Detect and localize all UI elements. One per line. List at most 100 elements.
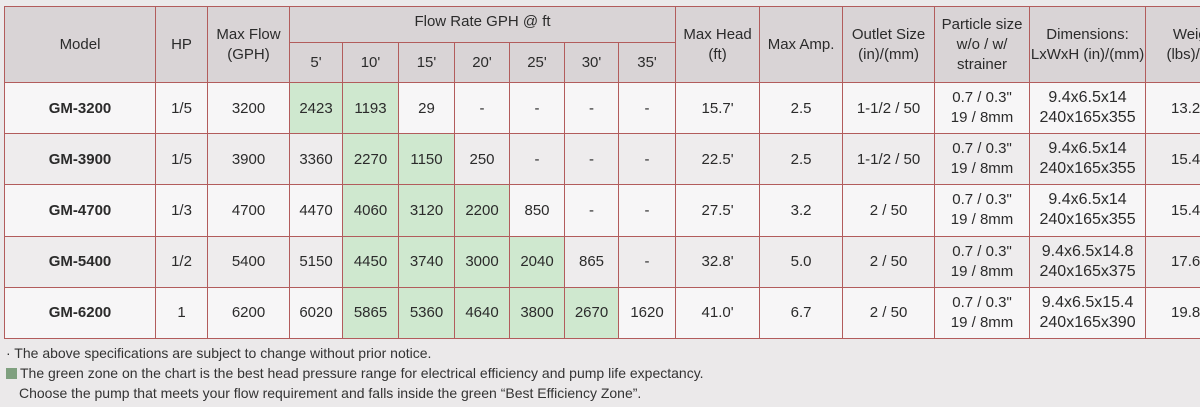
particle-line2: 19 / 8mm (950, 262, 1014, 280)
header-weight: Weight (lbs)/(kg) (1145, 6, 1200, 83)
particle-cell: 0.7 / 0.3" 19 / 8mm (934, 133, 1031, 186)
header-head-15: 15' (398, 42, 455, 83)
dimensions-line2: 240x165x355 (1039, 160, 1136, 178)
flow-cell: 3120 (398, 184, 455, 237)
header-head-20: 20' (454, 42, 510, 83)
notes-section: · The above specifications are subject t… (6, 343, 704, 403)
hp-cell: 1/3 (155, 184, 208, 237)
flow-cell: 6020 (289, 286, 343, 340)
dimensions-line2: 240x165x355 (1039, 211, 1136, 229)
header-particle-line2: w/o / w/ (956, 35, 1008, 53)
max-head-cell: 41.0' (675, 286, 761, 340)
particle-line2: 19 / 8mm (950, 160, 1014, 178)
dimensions-cell: 9.4x6.5x14.8 240x165x375 (1029, 235, 1147, 288)
flow-cell: 2670 (564, 286, 619, 340)
dimensions-line2: 240x165x355 (1039, 109, 1136, 127)
header-model: Model (4, 6, 156, 83)
header-dimensions-line2: LxWxH (in)/(mm) (1030, 45, 1145, 63)
dimensions-line1: 9.4x6.5x14.8 (1041, 242, 1134, 260)
flow-cell: 3800 (509, 286, 565, 340)
table-row: GM-3900 1/5 3900 3360 2270 1150 250- - -22.5' 2.5… (4, 133, 1200, 186)
dimensions-line2: 240x165x390 (1039, 313, 1136, 331)
max-flow-cell: 4700 (207, 184, 290, 237)
header-outlet-line2: (in)/(mm) (858, 45, 919, 63)
max-amp-cell: 2.5 (759, 81, 844, 135)
outlet-cell: 2 / 50 (842, 286, 936, 340)
dimensions-cell: 9.4x6.5x15.4 240x165x390 (1029, 286, 1147, 340)
header-dimensions: Dimensions: LxWxH (in)/(mm) (1029, 6, 1147, 83)
flow-cell: 4470 (289, 184, 343, 237)
flow-cell: 5150 (289, 235, 343, 288)
flow-cell: 3360 (289, 133, 343, 186)
particle-cell: 0.7 / 0.3" 19 / 8mm (934, 286, 1031, 340)
model-cell: GM-4700 (4, 184, 156, 237)
flow-cell: - (564, 133, 619, 186)
header-max-flow-line2: (GPH) (227, 45, 270, 63)
weight-cell: 17.6 / 8 (1145, 235, 1200, 288)
flow-cell: - (509, 81, 565, 135)
dimensions-cell: 9.4x6.5x14 240x165x355 (1029, 133, 1147, 186)
header-particle-line3: strainer (957, 55, 1008, 73)
particle-cell: 0.7 / 0.3" 19 / 8mm (934, 235, 1031, 288)
hp-cell: 1 (155, 286, 208, 340)
max-flow-cell: 3200 (207, 81, 290, 135)
max-flow-cell: 6200 (207, 286, 290, 340)
particle-line1: 0.7 / 0.3" (952, 140, 1012, 158)
flow-cell: 4640 (454, 286, 510, 340)
dimensions-cell: 9.4x6.5x14 240x165x355 (1029, 81, 1147, 135)
weight-cell: 15.4 / 7 (1145, 184, 1200, 237)
header-particle: Particle size w/o / w/ strainer (934, 6, 1031, 83)
outlet-cell: 2 / 50 (842, 184, 936, 237)
max-amp-cell: 3.2 (759, 184, 844, 237)
particle-line1: 0.7 / 0.3" (952, 89, 1012, 107)
header-head-5: 5' (289, 42, 343, 83)
weight-cell: 13.2 / 6 (1145, 81, 1200, 135)
flow-cell: - (509, 133, 565, 186)
weight-cell: 19.8 / 9 (1145, 286, 1200, 340)
max-head-cell: 22.5' (675, 133, 761, 186)
model-cell: GM-6200 (4, 286, 156, 340)
flow-cell: - (617, 184, 677, 237)
dimensions-line1: 9.4x6.5x14 (1048, 191, 1127, 209)
outlet-cell: 2 / 50 (842, 235, 936, 288)
max-amp-cell: 2.5 (759, 133, 844, 186)
flow-cell: 3740 (398, 235, 455, 288)
header-outlet-line1: Outlet Size (851, 25, 926, 43)
flow-cell: - (564, 184, 619, 237)
hp-cell: 1/5 (155, 81, 208, 135)
header-particle-line1: Particle size (941, 15, 1023, 33)
header-hp: HP (155, 6, 208, 83)
max-flow-cell: 5400 (207, 235, 290, 288)
model-cell: GM-3200 (4, 81, 156, 135)
max-head-cell: 15.7' (675, 81, 761, 135)
table-row: GM-4700 1/3 4700 4470 4060 3120 2200 850- -27.5'… (4, 184, 1200, 237)
outlet-cell: 1-1/2 / 50 (842, 81, 936, 135)
flow-cell: 865 (564, 235, 619, 288)
header-weight-line2: (lbs)/(kg) (1166, 45, 1200, 63)
header-flow-rate: Flow Rate GPH @ ft (288, 6, 677, 43)
particle-line1: 0.7 / 0.3" (952, 242, 1012, 260)
weight-cell: 15.4 / 7 (1145, 133, 1200, 186)
note-line-2-text: The green zone on the chart is the best … (20, 365, 704, 381)
note-line-3: Choose the pump that meets your flow req… (19, 385, 642, 401)
model-cell: GM-5400 (4, 235, 156, 288)
dimensions-line1: 9.4x6.5x14 (1048, 140, 1127, 158)
model-cell: GM-3900 (4, 133, 156, 186)
dimensions-line1: 9.4x6.5x15.4 (1041, 293, 1134, 311)
flow-cell: - (617, 235, 677, 288)
header-dimensions-line1: Dimensions: (1046, 25, 1129, 43)
particle-line1: 0.7 / 0.3" (952, 191, 1012, 209)
pump-spec-table: Model HP Max Flow (GPH) Flow Rate GPH @ … (4, 6, 1200, 340)
header-max-amp: Max Amp. (759, 6, 844, 83)
flow-cell: 4060 (342, 184, 399, 237)
flow-cell: 850 (509, 184, 565, 237)
flow-cell: 5865 (342, 286, 399, 340)
max-head-cell: 32.8' (675, 235, 761, 288)
hp-cell: 1/2 (155, 235, 208, 288)
flow-cell: 2423 (289, 81, 343, 135)
flow-cell: - (617, 81, 677, 135)
green-square-icon (6, 368, 17, 379)
particle-line1: 0.7 / 0.3" (952, 293, 1012, 311)
note-line-2: The green zone on the chart is the best … (6, 363, 704, 383)
hp-cell: 1/5 (155, 133, 208, 186)
